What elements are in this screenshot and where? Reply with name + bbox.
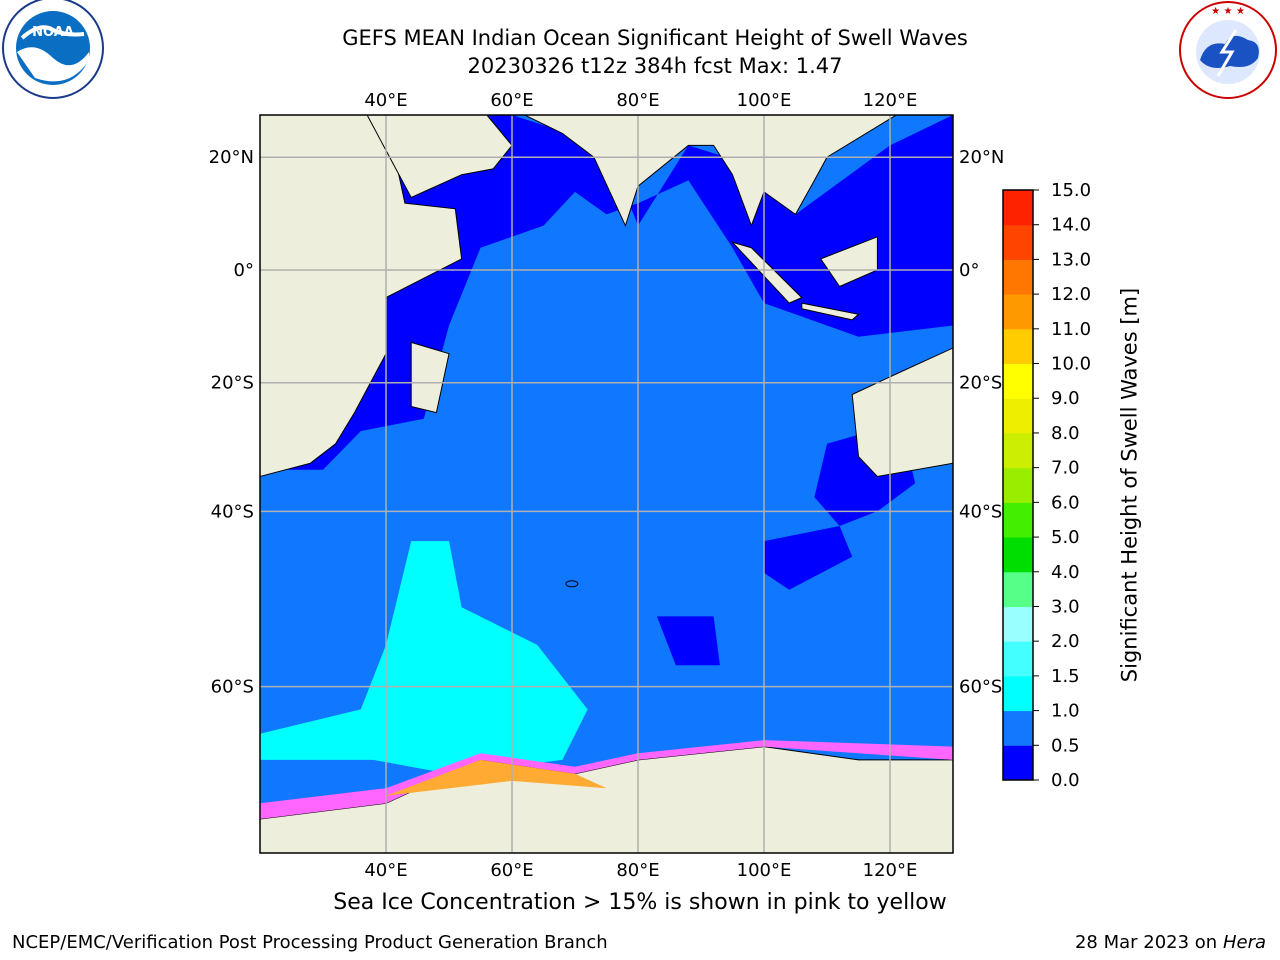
colorbar-tick-label-0: 0.0: [1051, 770, 1080, 791]
colorbar-title: Significant Height of Swell Waves [m]: [1117, 287, 1142, 683]
colorbar-segment-7: [1003, 502, 1033, 538]
colorbar-tick-label-13: 11.0: [1051, 319, 1091, 340]
colorbar-segment-14: [1003, 259, 1033, 295]
colorbar-tick-label-1: 0.5: [1051, 735, 1080, 756]
low-swell-patch: [656, 616, 720, 666]
nws-logo-text: ★ ★ ★: [1211, 6, 1245, 17]
low-swell-south-indian: [764, 526, 853, 590]
lon-tick-bottom-3: 100°E: [737, 860, 792, 881]
colorbar-tick-label-2: 1.0: [1051, 701, 1080, 722]
colorbar-segment-8: [1003, 467, 1033, 503]
producer-credit: NCEP/EMC/Verification Post Processing Pr…: [12, 932, 608, 953]
map-frame: [259, 114, 954, 854]
arabia-land: [366, 115, 513, 199]
colorbar-segment-11: [1003, 363, 1033, 399]
colorbar-segment-12: [1003, 328, 1033, 365]
colorbar-tick-label-17: 15.0: [1051, 180, 1091, 201]
madagascar-land: [410, 341, 450, 414]
generation-host: Hera: [1222, 932, 1266, 953]
lon-tick-bottom-0: 40°E: [364, 860, 407, 881]
colorbar-tick-label-15: 13.0: [1051, 249, 1091, 270]
colorbar-tick-label-4: 2.0: [1051, 631, 1080, 652]
colorbar-frame: [1002, 189, 1034, 781]
colorbar: 0.0 0.5 1.0 1.5 2.0 3.0 4.0 5.0 6.0 7.0 8.0 9.0 10.0…: [1002, 180, 1091, 791]
colorbar-tick-label-6: 4.0: [1051, 562, 1080, 583]
nws-logo: ★ ★ ★: [1179, 1, 1277, 99]
lat-tick-left-3: 40°S: [211, 501, 254, 522]
lat-tick-left-4: 60°S: [211, 677, 254, 698]
noaa-logo-text: NOAA: [32, 25, 74, 40]
colorbar-tick-label-9: 7.0: [1051, 458, 1080, 479]
lat-tick-right-1: 0°: [959, 260, 979, 281]
colorbar-segment-3: [1003, 641, 1033, 677]
lat-tick-left-0: 20°N: [209, 147, 254, 168]
lat-tick-right-4: 60°S: [959, 677, 1002, 698]
lon-tick-bottom-4: 120°E: [863, 860, 918, 881]
lat-tick-right-0: 20°N: [959, 147, 1004, 168]
lon-tick-top-0: 40°E: [364, 90, 407, 111]
colorbar-segment-6: [1003, 537, 1033, 573]
colorbar-tick-label-7: 5.0: [1051, 527, 1080, 548]
kerguelen-island: [565, 580, 579, 588]
sumatra-land: [730, 241, 803, 304]
colorbar-segment-16: [1003, 190, 1033, 226]
colorbar-segment-0: [1003, 745, 1033, 781]
asia-land: [524, 115, 898, 228]
colorbar-tick-label-5: 3.0: [1051, 596, 1080, 617]
colorbar-segment-4: [1003, 606, 1033, 642]
lon-tick-top-3: 100°E: [737, 90, 792, 111]
map-title: GEFS MEAN Indian Ocean Significant Heigh…: [342, 26, 968, 50]
colorbar-segment-2: [1003, 675, 1033, 712]
colorbar-tick-label-16: 14.0: [1051, 215, 1091, 236]
sea-ice-caption: Sea Ice Concentration > 15% is shown in …: [333, 890, 947, 915]
colorbar-tick-label-12: 10.0: [1051, 354, 1091, 375]
colorbar-tick-label-8: 6.0: [1051, 492, 1080, 513]
colorbar-tick-label-11: 9.0: [1051, 388, 1080, 409]
lat-tick-left-1: 0°: [234, 260, 254, 281]
colorbar-segment-10: [1003, 398, 1033, 434]
colorbar-segment-9: [1003, 432, 1033, 469]
australia-land: [851, 347, 953, 478]
sea-ice-edge: [260, 740, 953, 819]
java-land: [801, 302, 860, 321]
lat-tick-left-2: 20°S: [211, 373, 254, 394]
noaa-logo: NOAA: [2, 0, 104, 99]
map-subtitle: 20230326 t12z 384h fcst Max: 1.47: [467, 54, 843, 78]
lon-tick-top-2: 80°E: [616, 90, 659, 111]
high-swell-southern-ocean: [260, 541, 588, 774]
colorbar-tick-label-14: 12.0: [1051, 284, 1091, 305]
colorbar-tick-label-10: 8.0: [1051, 423, 1080, 444]
lon-tick-bottom-1: 60°E: [490, 860, 533, 881]
colorbar-segment-15: [1003, 224, 1033, 260]
lon-tick-top-1: 60°E: [490, 90, 533, 111]
lat-tick-right-3: 40°S: [959, 501, 1002, 522]
lon-tick-top-4: 120°E: [863, 90, 918, 111]
colorbar-segment-13: [1003, 294, 1033, 330]
generation-date: 28 Mar 2023 on: [1074, 932, 1218, 953]
sea-ice-orange: [386, 759, 607, 796]
lon-tick-bottom-2: 80°E: [616, 860, 659, 881]
map-panel: [260, 115, 953, 853]
lat-tick-right-2: 20°S: [959, 373, 1002, 394]
colorbar-segment-5: [1003, 571, 1033, 607]
generation-info: 28 Mar 2023 on Hera: [1075, 932, 1266, 953]
colorbar-tick-label-3: 1.5: [1051, 666, 1080, 687]
colorbar-segment-1: [1003, 710, 1033, 746]
